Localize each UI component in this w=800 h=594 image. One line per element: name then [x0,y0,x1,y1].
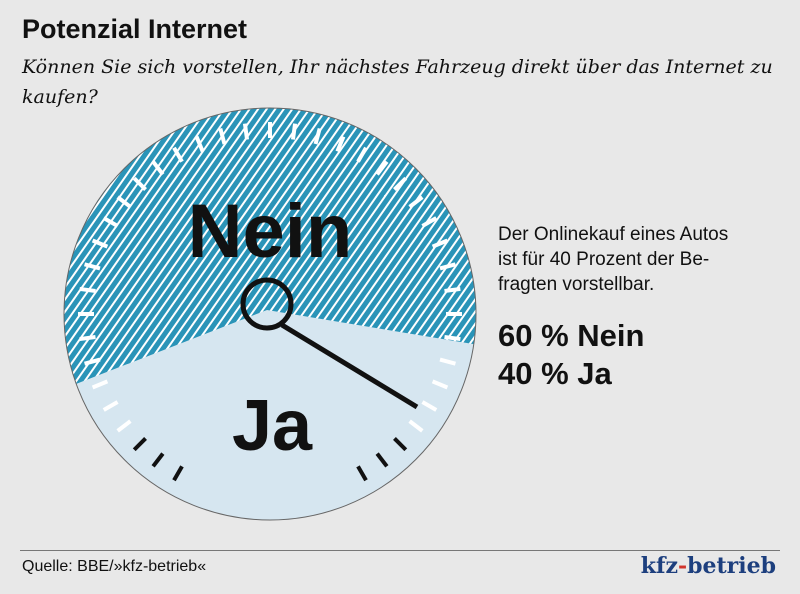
gauge-rim [63,107,477,521]
gauge-tick [242,123,250,140]
description-line: Der Onlinekauf eines Autos [498,224,729,245]
gauge-tick [356,146,368,163]
gauge-tick [91,238,109,249]
gauge-tick [151,452,165,468]
logo-part: kfz [640,553,678,579]
needle-pivot [240,277,294,331]
gauge-tick [408,195,424,209]
gauge-tick [408,419,424,433]
result-nein: 60 % Nein [498,318,645,353]
nein-label: Nein [188,189,353,274]
gauge-tick [375,452,389,468]
gauge-tick [218,128,227,145]
footer-divider [20,550,780,551]
gauge-tick [375,160,389,176]
gauge-tick [194,135,205,153]
gauge-tick [84,357,101,366]
gauge-tick [439,357,456,366]
brand-logo: kfz-betrieb [641,553,776,579]
gauge-tick [356,465,368,482]
gauge-needle [280,322,419,410]
gauge-tick [151,160,165,176]
gauge-tick [431,238,449,249]
description-line: fragten vorstellbar. [498,274,655,295]
source-note: Quelle: BBE/»kfz-betrieb« [22,558,207,575]
description-line: ist für 40 Prozent der Be- [498,249,710,270]
gauge-tick [102,400,119,412]
gauge-tick [79,286,96,294]
gauge-tick [444,286,461,294]
chart-title: Potenzial Internet [22,14,248,44]
gauge-tick [102,216,119,228]
gauge-tick [393,176,408,191]
gauge-tick [172,465,184,482]
gauge-ticks [78,122,462,482]
gauge-tick [116,419,132,433]
gauge-tick [313,128,322,145]
gauge-tick [335,135,346,153]
gauge-tick [91,379,109,390]
ja-label: Ja [232,386,313,466]
gauge-tick [393,437,408,452]
chart-subtitle: Können Sie sich vorstellen, Ihr nächstes… [22,56,773,108]
gauge-tick [132,176,147,191]
gauge-tick [290,123,298,140]
gauge-tick [444,334,461,342]
gauge-tick [172,146,184,163]
gauge-tick [421,400,438,412]
gauge-tick [79,334,96,342]
logo-dash: - [677,553,688,579]
gauge-tick [439,262,456,271]
gauge-tick [431,379,449,390]
gauge-tick [132,437,147,452]
description: Der Onlinekauf eines Autos ist für 40 Pr… [498,222,778,297]
logo-part: betrieb [687,553,776,579]
gauge-tick [421,216,438,228]
gauge-tick [116,195,132,209]
gauge-tick [84,262,101,271]
result-ja: 40 % Ja [498,356,612,391]
